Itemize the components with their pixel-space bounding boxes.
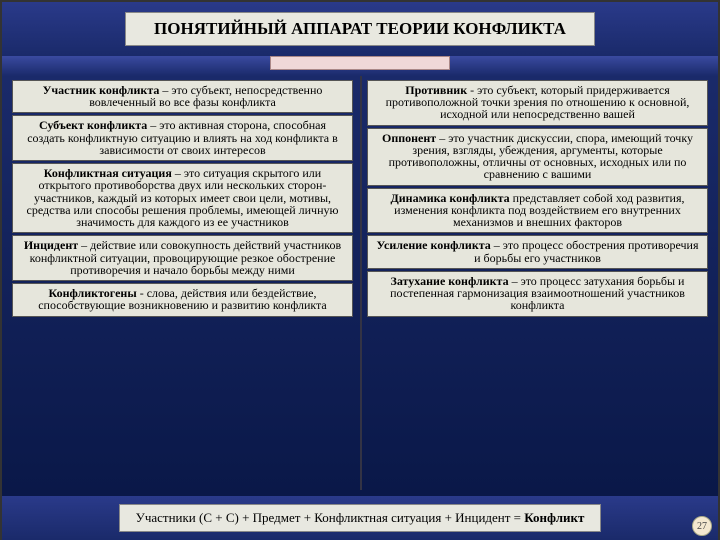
definition-box: Участник конфликта – это субъект, непоср… xyxy=(12,80,353,113)
definition-box: Усиление конфликта – это процесс обостре… xyxy=(367,235,708,268)
definition-box: Инцидент – действие или совокупность дей… xyxy=(12,235,353,281)
page-number: 27 xyxy=(692,516,712,536)
center-divider xyxy=(360,76,362,490)
definition-box: Затухание конфликта – это процесс затуха… xyxy=(367,271,708,317)
connector-box xyxy=(270,56,450,70)
definition-text: – это процесс обострения противоречия и … xyxy=(474,238,698,264)
header-band: ПОНЯТИЙНЫЙ АППАРАТ ТЕОРИИ КОНФЛИКТА xyxy=(2,2,718,56)
definition-box: Оппонент – это участник дискуссии, спора… xyxy=(367,128,708,186)
slide-root: ПОНЯТИЙНЫЙ АППАРАТ ТЕОРИИ КОНФЛИКТА Учас… xyxy=(0,0,720,540)
definition-box: Динамика конфликта представляет собой хо… xyxy=(367,188,708,234)
formula-result: Конфликт xyxy=(524,510,584,525)
left-column: Участник конфликта – это субъект, непоср… xyxy=(12,80,353,490)
connector-band xyxy=(2,56,718,76)
right-column: Противник - это субъект, который придерж… xyxy=(367,80,708,490)
formula-prefix: Участники (С + С) + Предмет + Конфликтна… xyxy=(136,510,525,525)
definition-box: Противник - это субъект, который придерж… xyxy=(367,80,708,126)
formula-box: Участники (С + С) + Предмет + Конфликтна… xyxy=(119,504,602,532)
slide-title: ПОНЯТИЙНЫЙ АППАРАТ ТЕОРИИ КОНФЛИКТА xyxy=(125,12,595,46)
definition-box: Субъект конфликта – это активная сторона… xyxy=(12,115,353,161)
definition-box: Конфликтная ситуация – это ситуация скры… xyxy=(12,163,353,233)
footer-band: Участники (С + С) + Предмет + Конфликтна… xyxy=(2,496,718,540)
definition-box: Конфликтогены - слова, действия или безд… xyxy=(12,283,353,316)
